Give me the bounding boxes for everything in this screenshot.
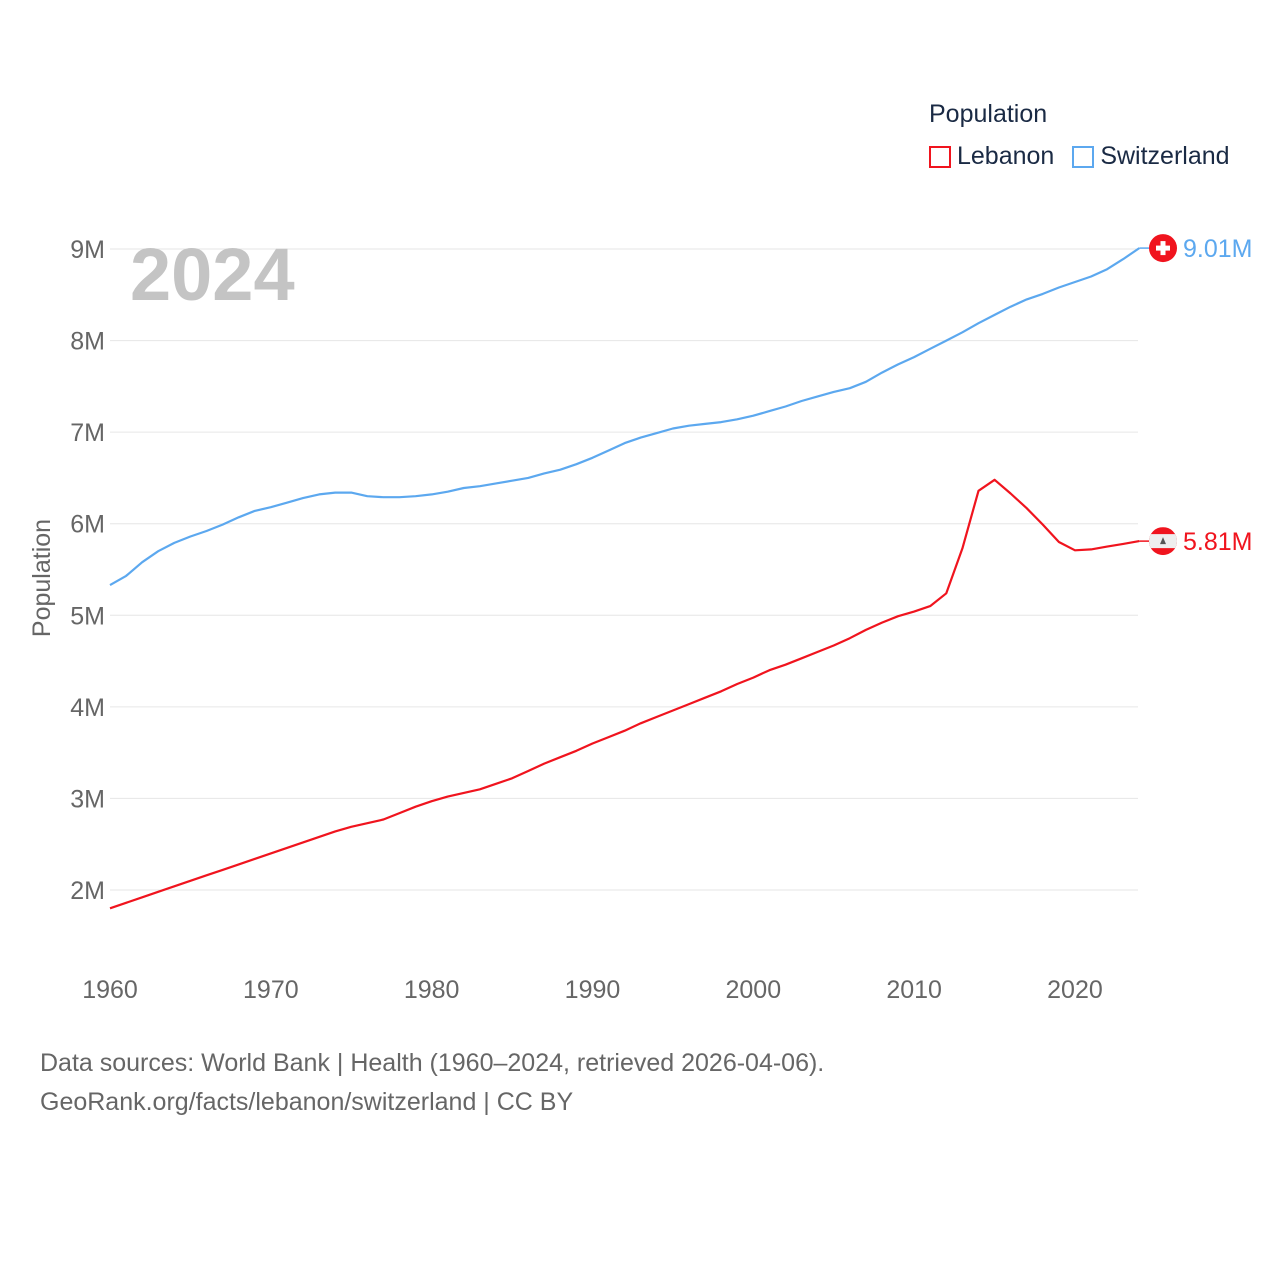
lebanon-flag-icon [1149, 527, 1177, 556]
x-tick-label: 1960 [82, 976, 138, 1004]
end-value-label: 9.01M [1183, 235, 1252, 263]
y-tick-label: 2M [70, 877, 105, 905]
y-tick-label: 5M [70, 602, 105, 630]
y-axis-label: Population [28, 519, 56, 637]
legend-label: Lebanon [957, 142, 1055, 170]
x-tick-label: 1990 [565, 976, 621, 1004]
cedar-tree [1160, 537, 1166, 545]
source-link[interactable]: GeoRank.org/facts/lebanon/switzerland | … [40, 1088, 574, 1116]
y-tick-label: 9M [70, 236, 105, 264]
flag-cross-v [1160, 241, 1166, 256]
legend-title: Population [929, 100, 1048, 128]
x-tick-label: 2020 [1047, 976, 1103, 1004]
y-tick-label: 6M [70, 511, 105, 539]
x-tick-label: 2010 [886, 976, 942, 1004]
y-tick-label: 4M [70, 694, 105, 722]
x-tick-label: 2000 [726, 976, 782, 1004]
legend-swatch-lebanon [929, 145, 951, 168]
footer: Data sources: World Bank | Health (1960–… [40, 1044, 824, 1122]
flag-body [1149, 527, 1177, 556]
x-tick-label: 1980 [404, 976, 460, 1004]
end-value-label: 5.81M [1183, 528, 1252, 556]
legend-item-switzerland[interactable]: Switzerland [1072, 142, 1230, 171]
legend-item-lebanon[interactable]: Lebanon [929, 142, 1054, 171]
switzerland-flag-icon [1149, 234, 1177, 263]
x-tick-label: 1970 [243, 976, 299, 1004]
series-line-lebanon [109, 478, 1140, 910]
legend: Lebanon Switzerland [929, 142, 1230, 171]
series-line-switzerland [109, 247, 1140, 587]
legend-label: Switzerland [1100, 142, 1230, 170]
data-sources-text: Data sources: World Bank | Health (1960–… [40, 1049, 825, 1077]
legend-swatch-switzerland [1072, 145, 1095, 168]
y-tick-label: 7M [70, 419, 105, 447]
y-tick-label: 8M [70, 328, 105, 356]
y-tick-label: 3M [70, 785, 105, 813]
year-watermark: 2024 [130, 233, 295, 316]
